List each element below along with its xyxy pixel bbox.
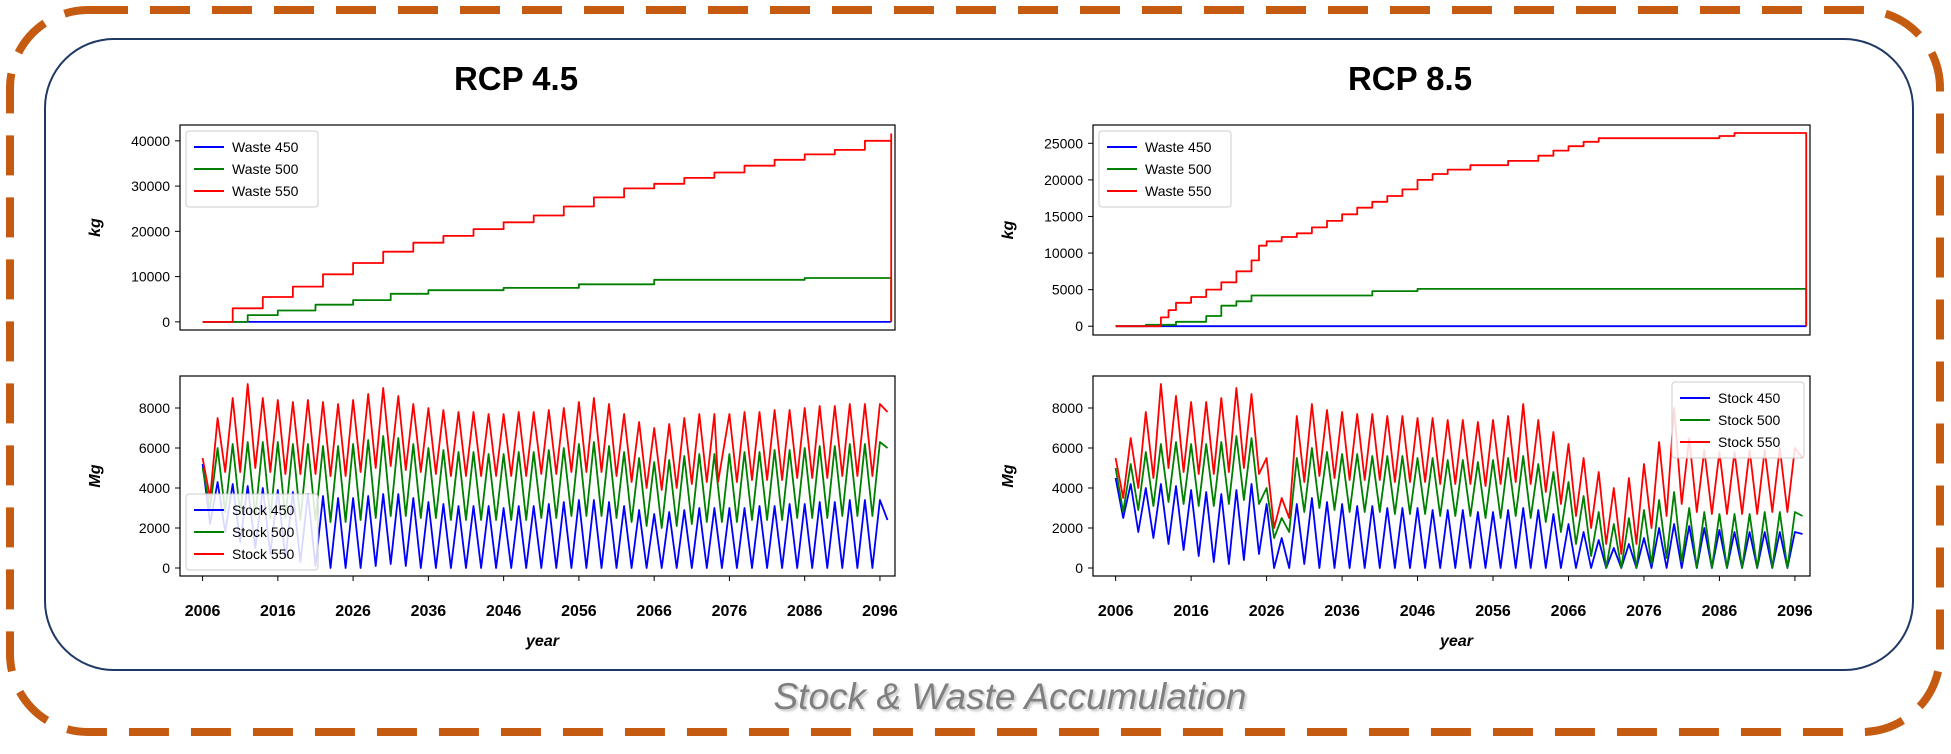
legend: Waste 450 Waste 500 Waste 550	[1098, 130, 1232, 208]
legend-entry: Stock 450	[1718, 390, 1780, 406]
y-tick-label: 20000	[131, 223, 170, 239]
x-tick-label: 2066	[1551, 603, 1587, 620]
x-tick-label: 2056	[1475, 603, 1511, 620]
x-tick-label: 2076	[1626, 603, 1662, 620]
x-axis-label: year	[525, 633, 560, 650]
y-tick-label: 10000	[1044, 245, 1083, 261]
x-tick-label: 2046	[486, 603, 522, 620]
series-line	[1115, 132, 1808, 328]
x-tick-label: 2076	[712, 603, 748, 620]
x-tick-label: 2016	[1173, 603, 1209, 620]
y-tick-label: 10000	[131, 269, 170, 285]
x-tick-label: 2026	[1249, 603, 1285, 620]
legend-entry: Waste 450	[1145, 139, 1212, 155]
legend-box	[185, 493, 319, 571]
y-tick-label: 4000	[139, 480, 170, 496]
y-tick-label: 4000	[1052, 480, 1083, 496]
legend-entry: Stock 500	[1718, 412, 1780, 428]
legend-entry: Stock 550	[1718, 434, 1780, 450]
rcp85-waste-plot-area	[1115, 132, 1808, 328]
x-tick-label: 2086	[1702, 603, 1738, 620]
x-tick-label: 2096	[862, 603, 898, 620]
y-tick-label: 2000	[139, 520, 170, 536]
x-tick-label: 2096	[1777, 603, 1813, 620]
series-line	[1114, 477, 1803, 569]
rcp45-waste-chart: 0 10000 20000 30000 40000 kg Waste 450 Waste 50…	[87, 124, 896, 331]
legend-entry: Stock 450	[232, 502, 294, 518]
x-tick-label: 2056	[561, 603, 597, 620]
legend-entry: Stock 500	[232, 524, 294, 540]
x-tick-label: 2006	[1098, 603, 1134, 620]
x-tick-label: 2006	[185, 603, 221, 620]
y-tick-label: 0	[1075, 318, 1083, 334]
x-tick-label: 2016	[260, 603, 296, 620]
caption: Stock & Waste Accumulation	[773, 676, 1247, 717]
legend-box	[1671, 381, 1805, 459]
legend: Stock 450 Stock 500 Stock 550	[185, 493, 319, 571]
y-tick-label: 6000	[139, 440, 170, 456]
y-tick-label: 30000	[131, 178, 170, 194]
legend-entry: Waste 450	[232, 139, 299, 155]
y-tick-label: 2000	[1052, 520, 1083, 536]
y-tick-label: 6000	[1052, 440, 1083, 456]
rcp45-waste-plot-area	[202, 133, 893, 323]
y-tick-label: 40000	[131, 133, 170, 149]
legend-entry: Waste 500	[232, 161, 299, 177]
y-tick-label: 25000	[1044, 135, 1083, 151]
y-tick-label: 15000	[1044, 208, 1083, 224]
rcp85-title: RCP 8.5	[1347, 60, 1473, 97]
legend: Stock 450 Stock 500 Stock 550	[1671, 381, 1805, 459]
x-tick-label: 2046	[1400, 603, 1436, 620]
y-tick-label: 20000	[1044, 172, 1083, 188]
y-axis-label: Mg	[87, 464, 104, 487]
legend-entry: Waste 500	[1145, 161, 1212, 177]
series-line	[202, 133, 893, 323]
series-line	[201, 383, 889, 499]
rcp45-title: RCP 4.5	[453, 60, 579, 97]
y-tick-label: 0	[162, 314, 170, 330]
x-tick-label: 2086	[787, 603, 823, 620]
x-tick-label: 2036	[1324, 603, 1360, 620]
x-tick-label: 2026	[335, 603, 371, 620]
rcp85-stock-chart: 0 2000 4000 6000 8000 2006 2016 2026 2036 2046 205…	[1000, 375, 1813, 650]
y-tick-label: 0	[1075, 560, 1083, 576]
series-line	[202, 277, 893, 323]
series-line	[1114, 435, 1803, 569]
chart-panel	[44, 38, 1914, 671]
y-axis-label: kg	[87, 218, 104, 237]
y-axis-label: kg	[1000, 220, 1017, 239]
x-tick-label: 2066	[636, 603, 672, 620]
y-tick-label: 8000	[1052, 400, 1083, 416]
rcp45-stock-chart: 0 2000 4000 6000 8000 2006 2016 2026 2036 2046 205…	[87, 375, 898, 650]
y-axis-label: Mg	[1000, 464, 1017, 487]
y-tick-label: 0	[162, 560, 170, 576]
y-tick-label: 8000	[139, 400, 170, 416]
x-axis-label: year	[1439, 633, 1474, 650]
legend-entry: Waste 550	[1145, 183, 1212, 199]
series-line	[1115, 287, 1808, 328]
legend-entry: Waste 550	[232, 183, 299, 199]
legend-box	[1098, 130, 1232, 208]
y-tick-label: 5000	[1052, 282, 1083, 298]
legend-entry: Stock 550	[232, 546, 294, 562]
legend-box	[185, 130, 319, 208]
x-tick-label: 2036	[411, 603, 447, 620]
legend: Waste 450 Waste 500 Waste 550	[185, 130, 319, 208]
